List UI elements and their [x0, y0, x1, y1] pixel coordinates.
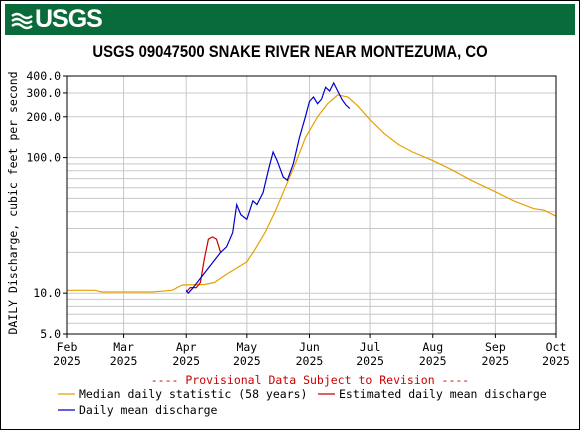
legend-label-2: Daily mean discharge — [79, 403, 218, 417]
x-tick-label: Jul — [360, 340, 381, 354]
usgs-logo-text: USGS — [35, 5, 103, 33]
plot-border — [66, 75, 557, 335]
x-tick-label: Mar — [113, 340, 134, 354]
legend-label-1: Estimated daily mean discharge — [339, 387, 547, 401]
y-tick-label: 10.0 — [33, 286, 61, 300]
x-tick-label: Oct — [546, 340, 567, 354]
x-tick-label: Sep — [485, 340, 506, 354]
series-line-1 — [185, 236, 222, 293]
y-tick-label: 100.0 — [26, 151, 61, 165]
chart-title: USGS 09047500 SNAKE RIVER NEAR MONTEZUMA… — [92, 43, 488, 61]
legend-label-0: Median daily statistic (58 years) — [79, 387, 307, 401]
provisional-note: ---- Provisional Data Subject to Revisio… — [151, 373, 470, 387]
series-line-0 — [67, 94, 557, 293]
x-tick-year: 2025 — [233, 354, 261, 368]
x-tick-year: 2025 — [110, 354, 138, 368]
x-tick-label: May — [236, 340, 257, 354]
series-line-2 — [185, 81, 351, 295]
x-tick-label: Feb — [57, 340, 78, 354]
usgs-wave-icon — [11, 12, 33, 29]
y-axis-label: DAILY Discharge, cubic feet per second — [6, 71, 20, 334]
x-tick-year: 2025 — [542, 354, 570, 368]
x-tick-year: 2025 — [356, 354, 384, 368]
x-tick-year: 2025 — [482, 354, 510, 368]
y-tick-label: 300.0 — [26, 86, 61, 100]
plot-area — [67, 76, 556, 334]
x-tick-year: 2025 — [53, 354, 81, 368]
x-tick-year: 2025 — [296, 354, 324, 368]
x-tick-year: 2025 — [419, 354, 447, 368]
x-tick-label: Apr — [176, 340, 197, 354]
usgs-banner: USGS — [5, 4, 575, 35]
y-tick-label: 5.0 — [40, 327, 61, 341]
x-tick-year: 2025 — [172, 354, 200, 368]
x-tick-label: Jun — [299, 340, 320, 354]
y-tick-label: 200.0 — [26, 110, 61, 124]
usgs-logo: USGS — [11, 5, 103, 33]
x-tick-label: Aug — [422, 340, 443, 354]
y-tick-label: 400.0 — [26, 69, 61, 83]
